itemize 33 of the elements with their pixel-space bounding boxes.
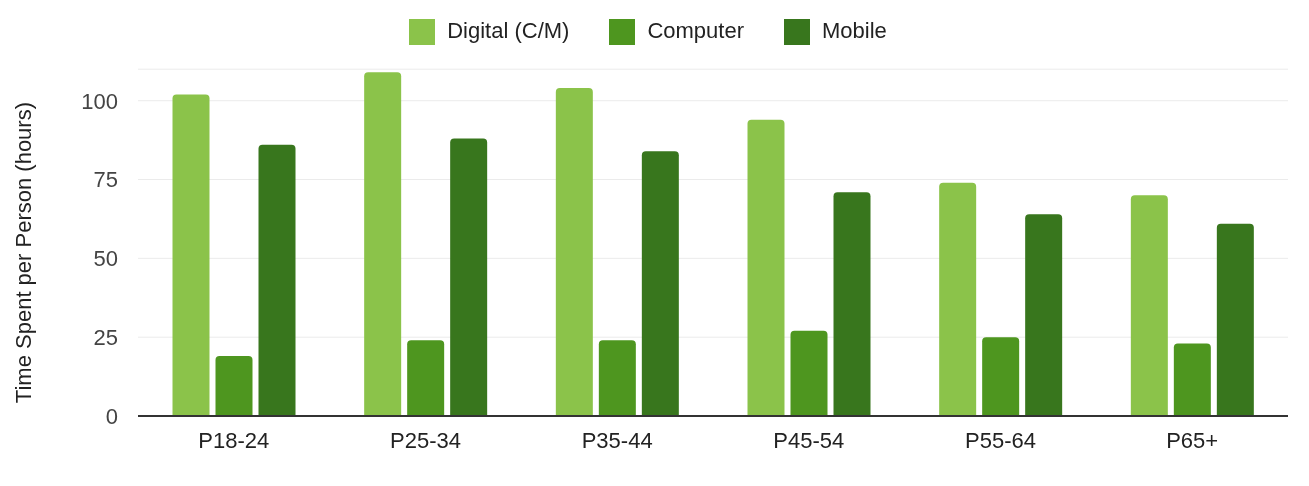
y-tick-label: 75 [93, 167, 118, 193]
bar [1025, 214, 1063, 416]
x-tick-label: P55-64 [965, 427, 1036, 453]
legend-label: Computer [647, 18, 744, 43]
bar [555, 88, 593, 416]
y-tick-label: 50 [93, 246, 118, 272]
bar [1173, 343, 1211, 416]
bar [939, 182, 977, 416]
y-tick-label: 25 [93, 324, 118, 350]
x-tick-label: P18-24 [198, 427, 270, 453]
legend-label: Digital (C/M) [447, 18, 570, 43]
bar [1216, 223, 1254, 416]
bar [598, 340, 636, 416]
bar [258, 144, 296, 416]
bar [364, 72, 402, 416]
bar [790, 330, 828, 416]
x-tick-label: P35-44 [581, 427, 653, 453]
bar [747, 119, 785, 416]
x-tick-label: P45-54 [773, 427, 845, 453]
bar [215, 356, 253, 416]
bar [407, 340, 445, 416]
legend-label: Mobile [822, 18, 887, 43]
bar [450, 138, 488, 416]
bar [641, 151, 679, 416]
y-axis-title: Time Spent per Person (hours) [10, 101, 36, 404]
x-tick-label: P25-34 [390, 427, 461, 453]
y-tick-label: 100 [81, 88, 118, 114]
bar [1130, 195, 1168, 416]
bar [172, 94, 210, 416]
x-tick-label: P65+ [1166, 427, 1219, 453]
bar [982, 337, 1020, 416]
bar [833, 192, 871, 416]
y-tick-label: 0 [105, 403, 118, 429]
